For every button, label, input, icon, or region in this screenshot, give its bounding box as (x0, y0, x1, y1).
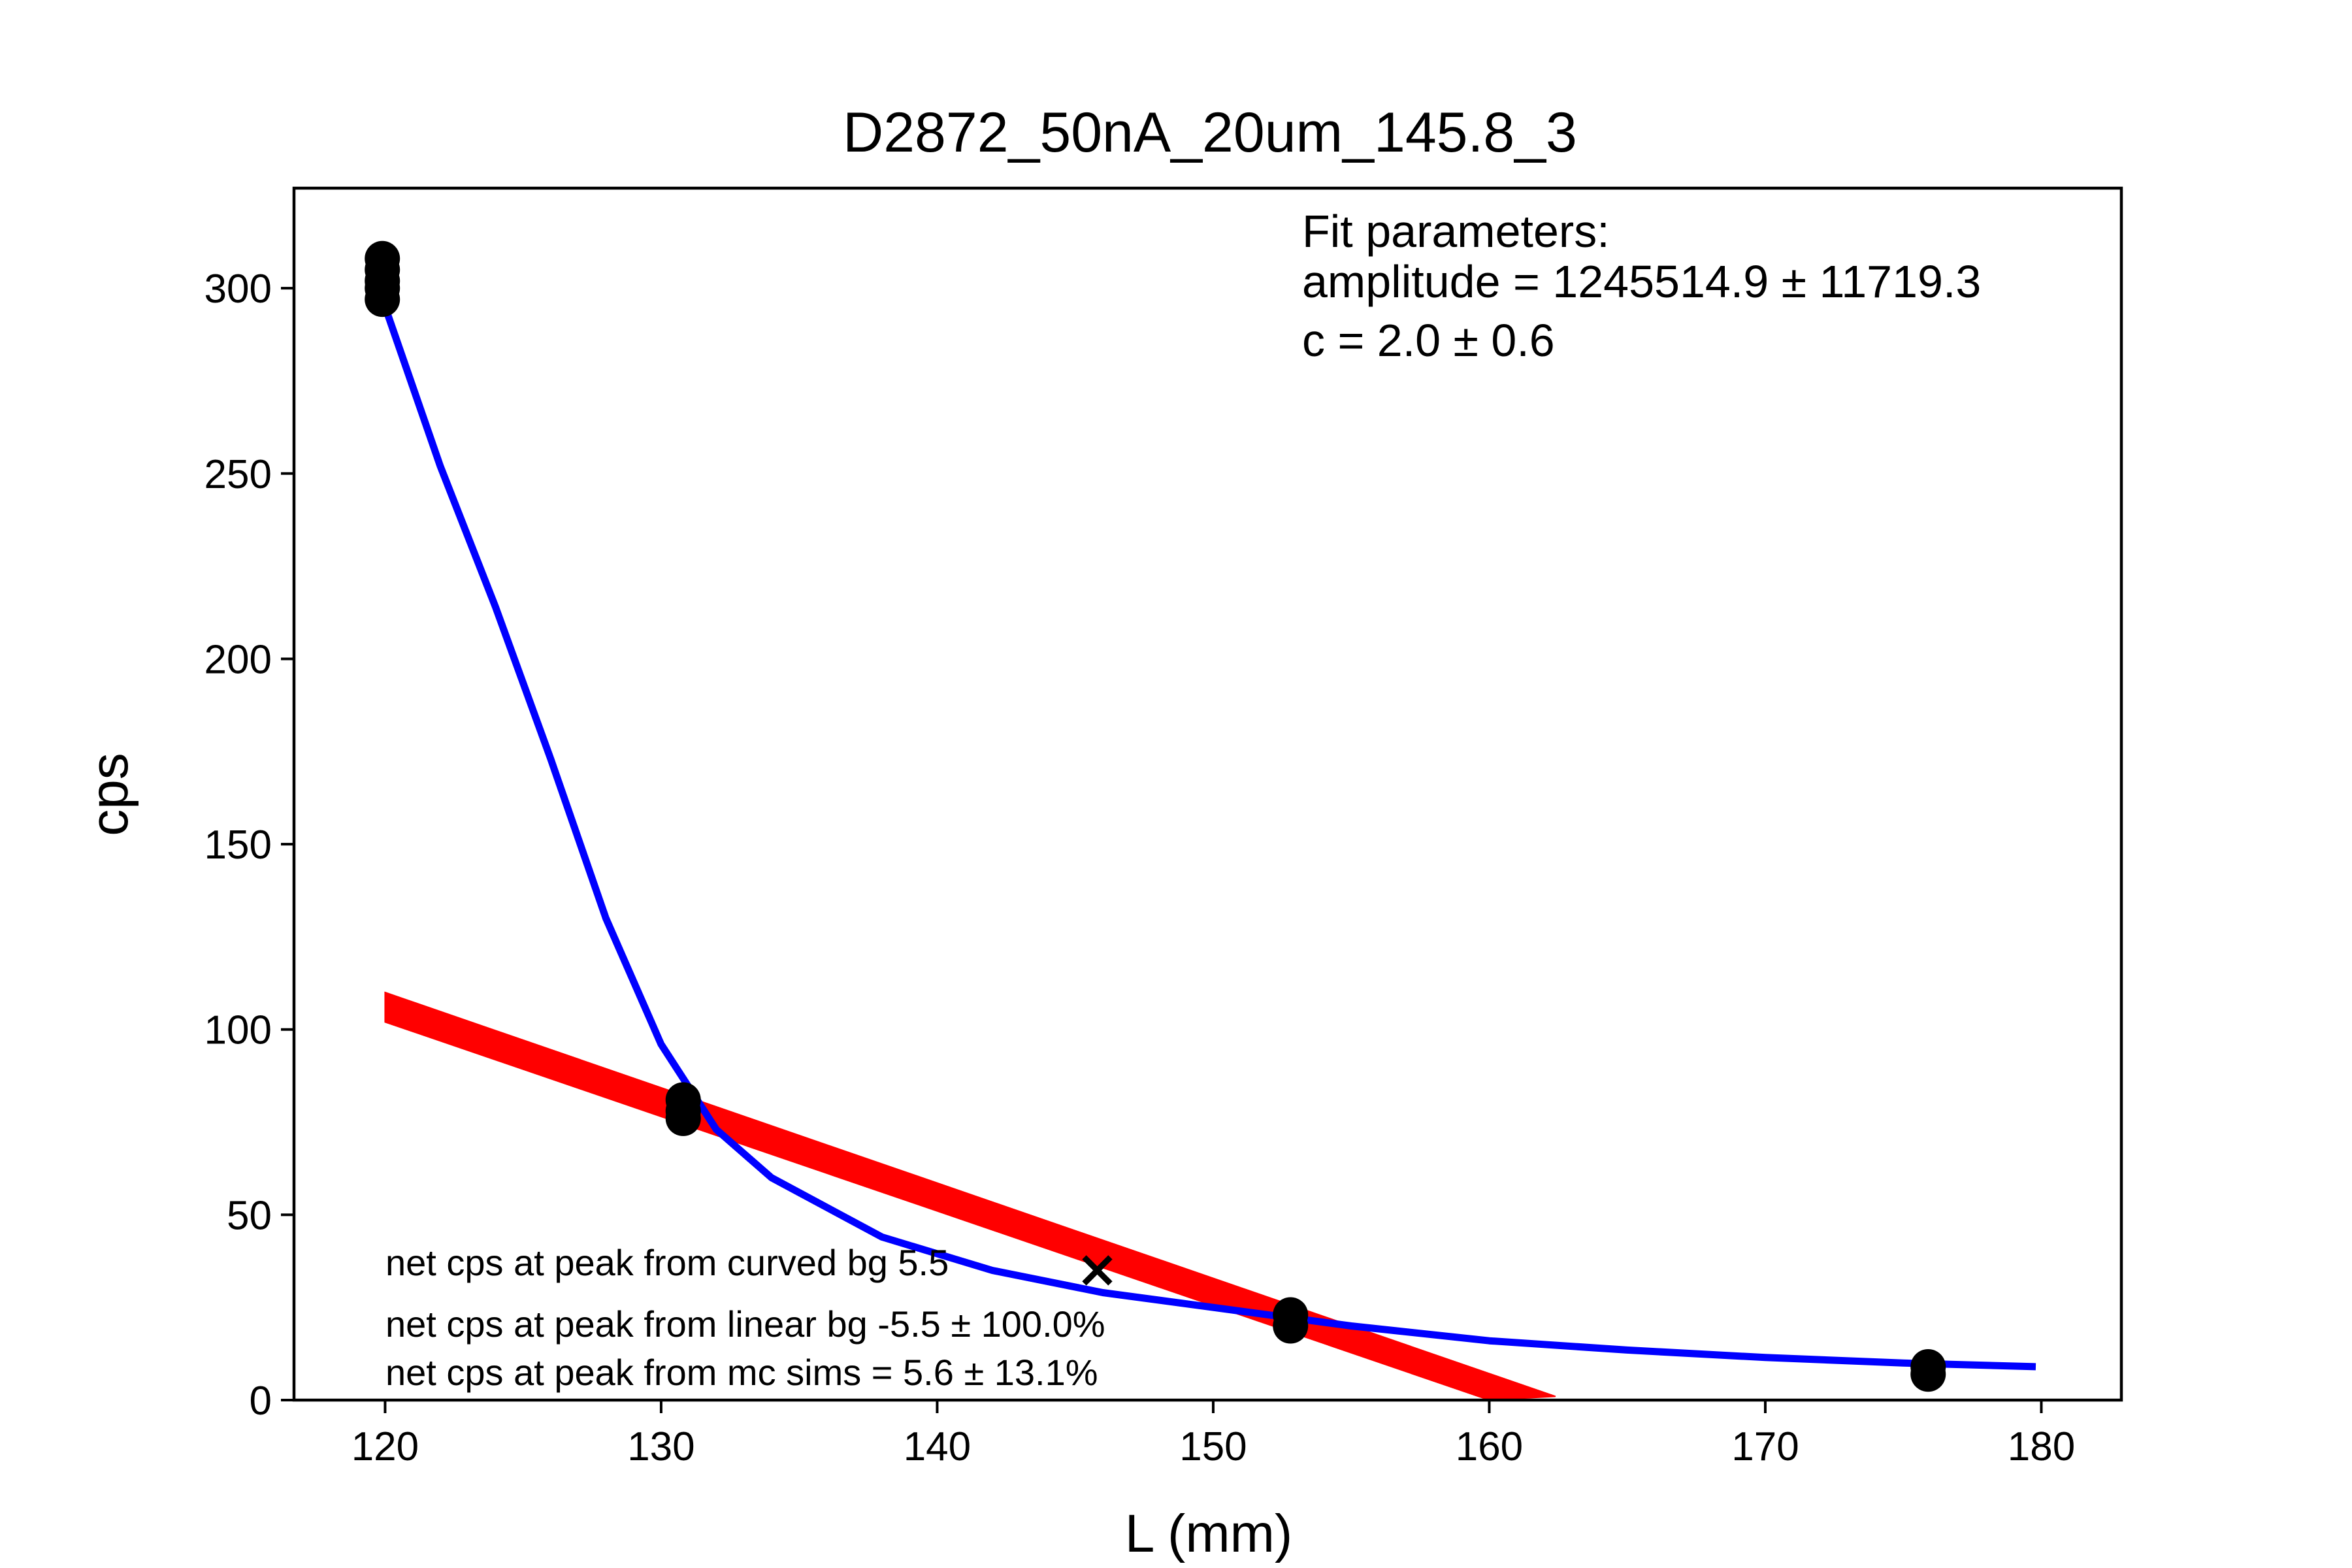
data-point-9 (1273, 1308, 1309, 1344)
net-cps-mc-text: net cps at peak from mc sims = 5.6 ± 13.… (385, 1352, 1098, 1393)
y-tick-label-150: 150 (204, 823, 272, 868)
x-tick-label-130: 130 (627, 1424, 694, 1469)
y-tick-label-0: 0 (250, 1379, 272, 1424)
y-tick-label-100: 100 (204, 1008, 272, 1053)
x-tick-label-180: 180 (2008, 1424, 2075, 1469)
data-point-4 (365, 282, 400, 318)
x-tick-label-150: 150 (1179, 1424, 1247, 1469)
y-axis-title: cps (80, 753, 139, 836)
curved-fit-line (382, 305, 2036, 1371)
axis-ticks: 120 130 140 150 160 170 180 0 50 100 150 200 250 300 (204, 267, 2076, 1469)
data-point-7 (665, 1100, 701, 1136)
net-cps-curved-text: net cps at peak from curved bg 5.5 (385, 1242, 949, 1283)
plot-frame (292, 186, 2123, 1402)
y-tick-label-200: 200 (204, 637, 272, 682)
data-point-11 (1910, 1356, 1946, 1392)
fit-amplitude-text: amplitude = 1245514.9 ± 11719.3 (1302, 256, 1981, 307)
x-axis-title: L (mm) (1125, 1504, 1293, 1563)
plot-area (365, 240, 2036, 1401)
chart-title: D2872_50nA_20um_145.8_3 (843, 101, 1577, 164)
x-tick-label-170: 170 (1731, 1424, 1799, 1469)
net-cps-linear-text: net cps at peak from linear bg -5.5 ± 10… (385, 1303, 1105, 1345)
x-tick-label-120: 120 (351, 1424, 419, 1469)
y-tick-label-50: 50 (227, 1193, 272, 1238)
net-cps-annotations: net cps at peak from curved bg 5.5 net c… (385, 1242, 1105, 1393)
fit-parameters-box: Fit parameters: amplitude = 1245514.9 ± … (1302, 206, 1981, 366)
x-tick-label-140: 140 (904, 1424, 971, 1469)
y-tick-label-300: 300 (204, 267, 272, 312)
x-tick-label-160: 160 (1456, 1424, 1523, 1469)
fit-parameters-header: Fit parameters: (1302, 206, 1610, 257)
peak-marker (1082, 1255, 1113, 1286)
fit-c-text: c = 2.0 ± 0.6 (1302, 315, 1555, 366)
y-tick-label-250: 250 (204, 452, 272, 497)
